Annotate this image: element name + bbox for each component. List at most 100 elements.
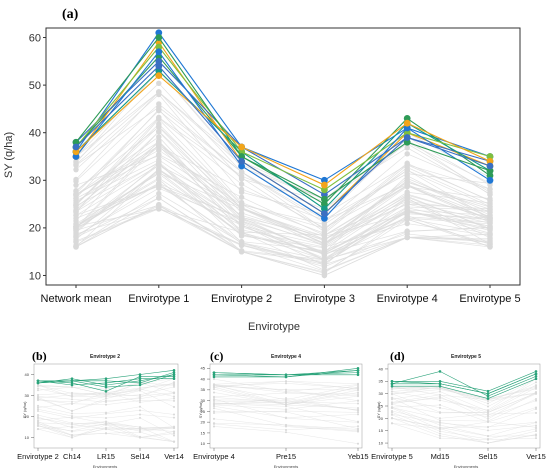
x-tick-label: Envirotype 1 (128, 293, 189, 305)
series-line (75, 74, 491, 186)
panel-d-label: (d) (390, 349, 405, 363)
x-tick-label: Sel15 (478, 452, 497, 461)
background-point (138, 413, 142, 416)
x-tick-label: Sel14 (130, 452, 149, 461)
background-point (73, 176, 79, 183)
background-point (534, 411, 538, 414)
background-point (438, 419, 442, 422)
background-point (534, 424, 538, 427)
background-point (404, 162, 410, 168)
background-point (534, 397, 538, 401)
background-point (156, 153, 162, 159)
series-line (391, 371, 537, 397)
background-point (104, 399, 108, 402)
background-point (438, 417, 442, 420)
background-point (284, 391, 288, 395)
background-point (36, 419, 40, 422)
background-point (70, 434, 74, 437)
background-point (321, 257, 328, 263)
background-point (284, 388, 288, 391)
background-point (138, 431, 142, 434)
background-point (70, 400, 74, 403)
background-point (172, 383, 176, 386)
background-point (172, 399, 176, 402)
background-series-line (75, 91, 491, 219)
background-point (534, 426, 538, 429)
background-point (212, 425, 216, 428)
data-point (172, 369, 176, 372)
background-point (212, 410, 216, 413)
background-point (212, 395, 216, 398)
background-point (172, 426, 176, 429)
background-series-line (391, 423, 537, 440)
background-point (486, 402, 490, 405)
background-point (390, 401, 394, 404)
background-series-line (75, 141, 491, 246)
background-point (156, 107, 162, 114)
background-point (486, 429, 490, 432)
background-point (390, 397, 394, 400)
background-point (284, 431, 288, 434)
background-point (404, 167, 410, 173)
background-point (36, 398, 40, 401)
background-point (390, 402, 394, 405)
background-point (70, 386, 74, 389)
data-point (486, 397, 490, 400)
data-point (403, 115, 411, 122)
background-point (356, 411, 360, 414)
data-point (321, 205, 328, 213)
background-point (70, 402, 74, 405)
background-point (36, 393, 40, 396)
background-point (36, 406, 40, 409)
background-point (534, 390, 538, 394)
panel-c-ylabel: SY (q/ha) (198, 401, 203, 418)
data-point (138, 379, 142, 383)
y-tick-label: 10 (29, 270, 41, 282)
background-series-line (391, 412, 537, 440)
y-tick-label: 20 (201, 420, 206, 425)
background-series-line (75, 149, 491, 225)
background-point (172, 440, 176, 443)
data-point (72, 138, 80, 146)
data-point (321, 214, 328, 222)
background-point (438, 432, 442, 435)
y-tick-label: 45 (201, 366, 206, 371)
background-point (238, 214, 245, 220)
y-tick-label: 10 (25, 435, 30, 440)
background-point (36, 421, 40, 424)
background-point (390, 407, 394, 410)
x-tick-label: Ver14 (164, 452, 184, 461)
background-series-line (391, 407, 537, 419)
data-point (238, 157, 246, 165)
background-point (138, 416, 142, 419)
series-line (75, 36, 491, 200)
background-point (486, 400, 490, 403)
background-point (356, 383, 360, 386)
background-point (36, 414, 40, 417)
y-tick-label: 15 (201, 430, 206, 435)
background-point (284, 382, 288, 385)
background-point (172, 430, 176, 433)
data-point (70, 381, 74, 385)
data-point (403, 124, 411, 132)
background-point (172, 432, 176, 435)
background-series-line (75, 125, 491, 245)
background-point (284, 408, 288, 411)
background-point (70, 409, 74, 412)
background-point (438, 427, 442, 430)
series-line (75, 50, 491, 220)
data-point (403, 138, 411, 146)
background-point (486, 415, 490, 418)
background-point (172, 405, 176, 408)
background-point (36, 383, 40, 387)
background-point (156, 190, 162, 197)
background-point (70, 423, 74, 426)
background-series-line (391, 391, 537, 420)
data-point (212, 373, 216, 377)
background-point (438, 390, 442, 393)
data-point (212, 371, 216, 374)
panel-c-plot: 10 15 20 25 30 35 40 45 Envirotype 4 Pre15 Yeb15 (193, 363, 369, 461)
background-point (534, 386, 538, 389)
background-point (486, 417, 490, 420)
data-point (403, 134, 411, 141)
